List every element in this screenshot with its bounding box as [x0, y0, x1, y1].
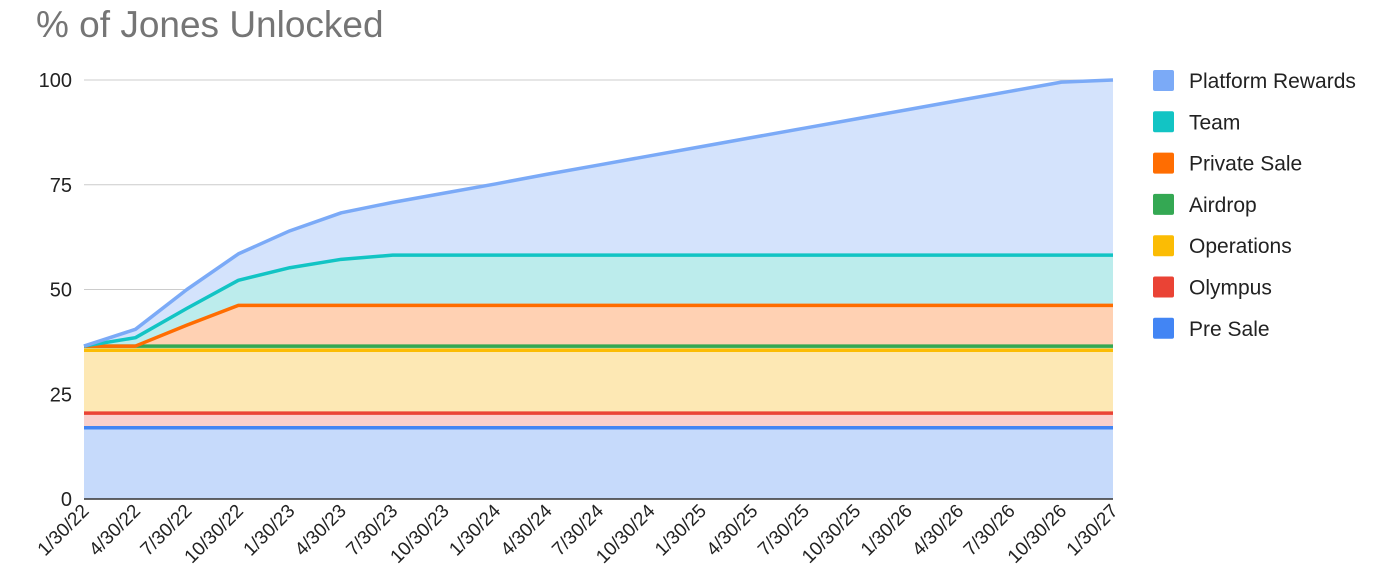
x-tick-label: 1/30/26 — [857, 501, 917, 561]
legend-label: Team — [1189, 111, 1240, 134]
x-tick-label: 1/30/27 — [1063, 501, 1123, 561]
x-tick-label: 1/30/24 — [445, 500, 505, 560]
legend-swatch — [1153, 317, 1174, 339]
y-tick-label: 0 — [61, 489, 72, 511]
area-private-sale — [84, 305, 1113, 347]
legend-label: Private Sale — [1189, 153, 1302, 176]
legend-label: Olympus — [1189, 277, 1272, 300]
y-tick-label: 100 — [39, 70, 72, 92]
x-tick-label: 4/30/22 — [85, 501, 145, 561]
x-tick-label: 1/30/23 — [240, 501, 300, 561]
legend-swatch — [1153, 276, 1174, 298]
area-operations — [84, 350, 1113, 414]
x-tick-label: 4/30/25 — [703, 501, 763, 561]
area-platform-rewards — [84, 80, 1113, 347]
area-team — [84, 255, 1113, 347]
legend-label: Airdrop — [1189, 194, 1257, 217]
area-pre-sale — [84, 427, 1113, 499]
y-tick-label: 75 — [50, 175, 72, 197]
x-tick-label: 4/30/24 — [497, 500, 557, 560]
legend-swatch — [1153, 193, 1174, 215]
y-tick-label: 50 — [50, 280, 72, 302]
area-olympus — [84, 413, 1113, 428]
legend-label: Pre Sale — [1189, 318, 1270, 341]
x-tick-label: 4/30/26 — [909, 501, 969, 561]
area-layer — [84, 80, 1113, 499]
legend-swatch — [1153, 152, 1174, 174]
legend-label: Platform Rewards — [1189, 70, 1356, 93]
y-tick-label: 25 — [50, 384, 72, 406]
legend-swatch — [1153, 70, 1174, 91]
legend-swatch — [1153, 111, 1174, 133]
legend-swatch — [1153, 235, 1174, 257]
legend-label: Operations — [1189, 235, 1292, 258]
x-tick-label: 1/30/25 — [651, 501, 711, 561]
line-layer — [83, 78, 1114, 430]
legend: Platform Rewards Team Private Sale Airdrop O… — [1153, 70, 1356, 341]
x-tick-label: 4/30/23 — [291, 501, 351, 561]
chart-title: % of Jones Unlocked — [36, 4, 384, 45]
